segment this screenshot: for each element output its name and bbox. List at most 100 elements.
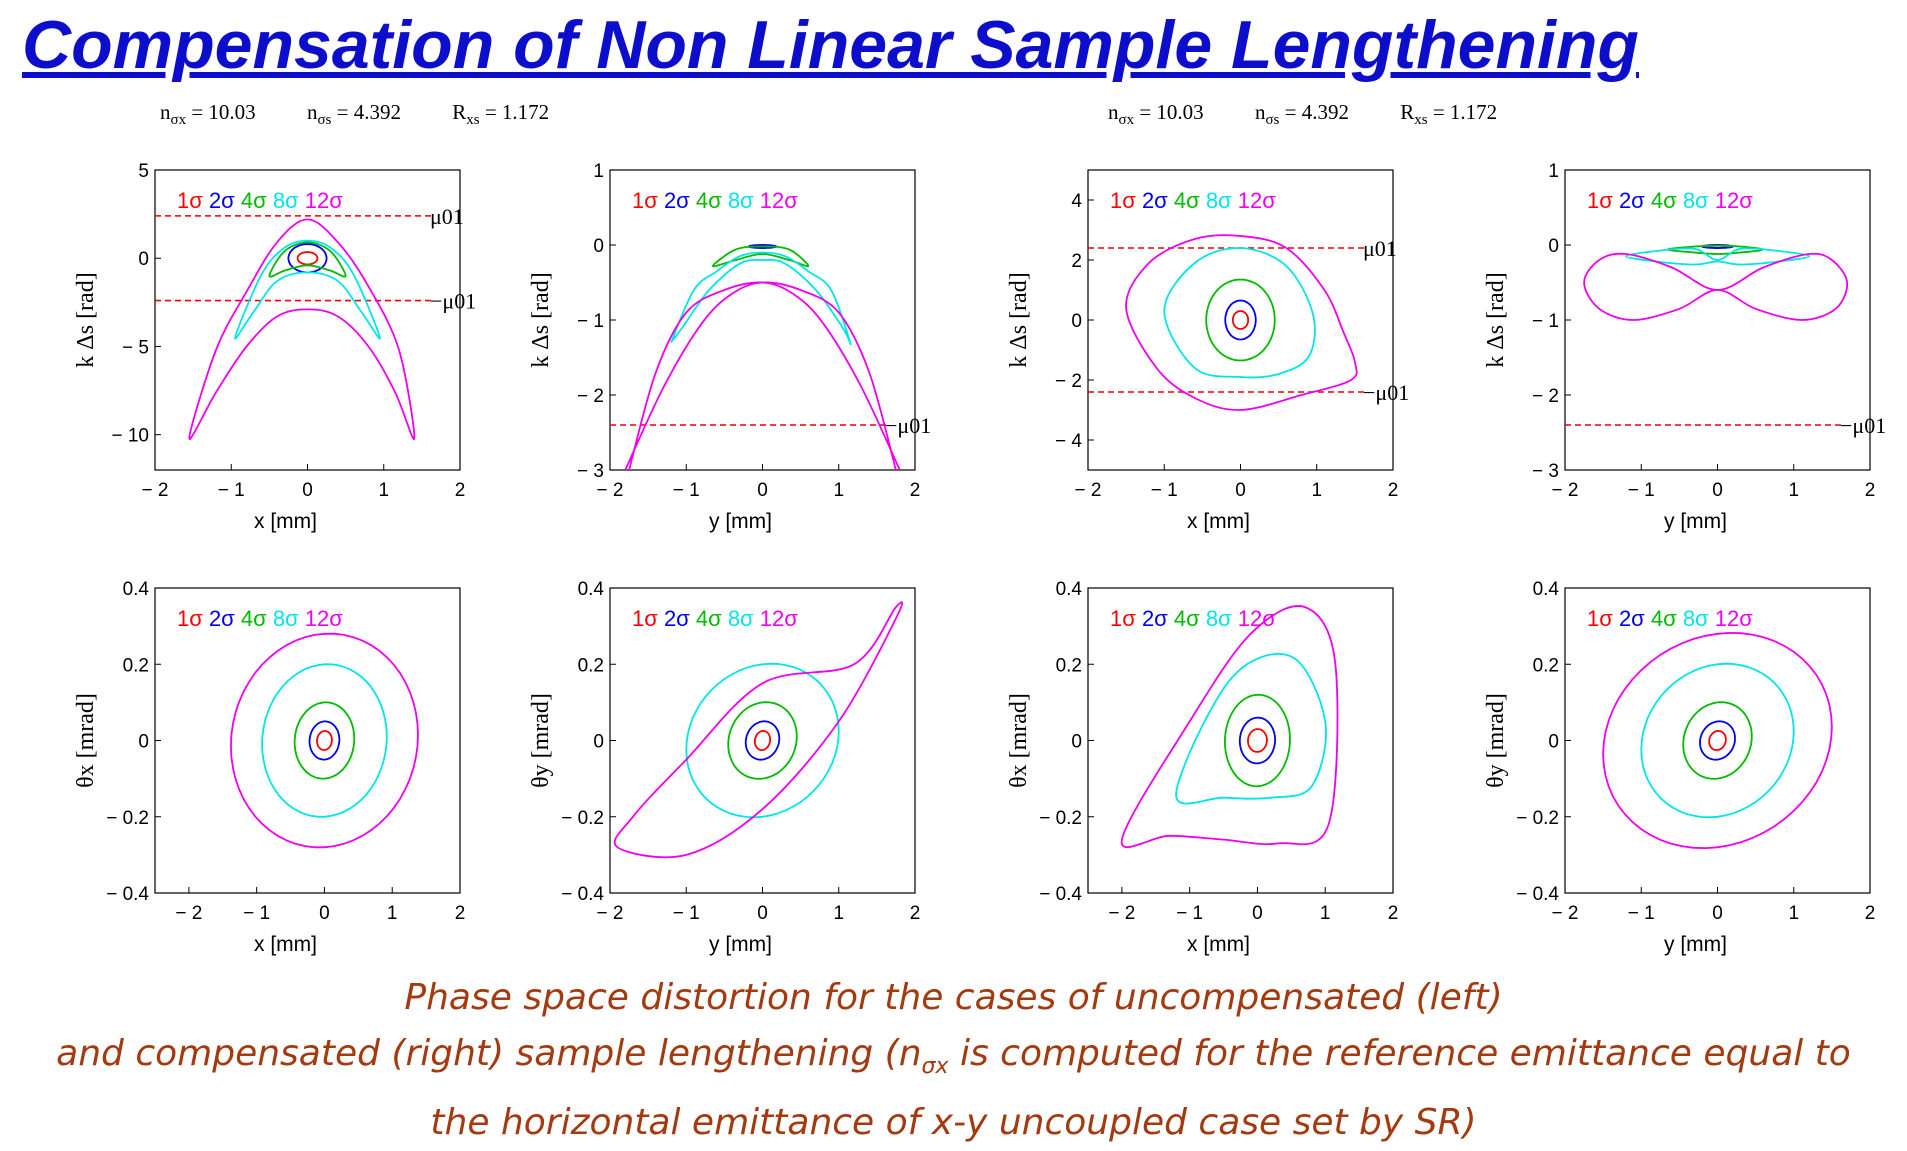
mu-line-label: μ01 <box>430 204 464 229</box>
y-tick-label: − 0.4 <box>561 884 604 905</box>
x-tick-label: − 1 <box>1628 903 1655 924</box>
series-12sigma <box>229 632 419 849</box>
legend-item: 8σ <box>722 606 754 631</box>
x-tick-label: − 2 <box>1552 480 1579 501</box>
legend-item: 4σ <box>1168 188 1200 213</box>
y-tick-label: 4 <box>1071 191 1082 212</box>
series-8sigma <box>1625 247 1810 266</box>
y-tick-label: − 2 <box>1532 386 1559 407</box>
x-tick-label: 0 <box>1235 480 1246 501</box>
series-2sigma <box>1699 720 1736 761</box>
x-tick-label: − 2 <box>1552 903 1579 924</box>
series-1sigma <box>296 251 319 266</box>
chart-6: − 2 − 1 0 1 2 0.4 0.2 0 − 0.2 − 0.4 y [mm] θy [mrad… <box>528 579 920 956</box>
legend-item: 4σ <box>690 606 722 631</box>
legend-item: 1σ <box>177 188 203 213</box>
y-tick-label: 1 <box>1548 161 1559 182</box>
x-tick-label: 2 <box>910 480 921 501</box>
x-axis-label: y [mm] <box>1664 510 1727 533</box>
y-tick-label: 0 <box>593 236 604 257</box>
y-tick-label: − 0.4 <box>106 884 149 905</box>
x-tick-label: 2 <box>1388 480 1399 501</box>
legend-item: 8σ <box>267 606 299 631</box>
x-tick-label: − 1 <box>243 903 270 924</box>
y-tick-label: − 0.4 <box>1516 884 1559 905</box>
legend-item: 1σ <box>632 188 658 213</box>
x-tick-label: 1 <box>1311 480 1322 501</box>
series-8sigma <box>1640 662 1795 819</box>
y-tick-label: − 1 <box>577 311 604 332</box>
y-axis-label: k Δs [rad] <box>1006 272 1032 367</box>
legend-item: 1σ <box>177 606 203 631</box>
legend-item: 8σ <box>1677 606 1709 631</box>
legend-item: 4σ <box>1645 188 1677 213</box>
legend-item: 4σ <box>235 606 267 631</box>
figure-caption: Phase space distortion for the cases of … <box>0 970 1907 1151</box>
y-tick-label: 0.4 <box>1533 579 1560 600</box>
y-tick-label: − 5 <box>122 337 149 358</box>
series-4sigma <box>1223 693 1291 788</box>
legend: 1σ 2σ 4σ 8σ 12σ <box>177 606 343 631</box>
x-tick-label: − 1 <box>1628 480 1655 501</box>
legend-item: 1σ <box>1110 606 1136 631</box>
y-axis-label: θx [mrad] <box>73 693 99 788</box>
legend-item: 2σ <box>658 188 690 213</box>
curves <box>613 601 904 859</box>
caption-line-2: and compensated (right) sample lengtheni… <box>56 1033 1851 1080</box>
series-2sigma <box>287 243 328 274</box>
x-tick-label: 2 <box>455 903 466 924</box>
x-axis-label: y [mm] <box>709 933 772 956</box>
x-tick-label: − 1 <box>1151 480 1178 501</box>
series-4sigma <box>1682 701 1753 780</box>
x-tick-label: 0 <box>302 480 313 501</box>
x-tick-label: 1 <box>1320 903 1331 924</box>
param-n-sigma-x: nσx = 10.03 <box>160 100 256 129</box>
legend-item: 4σ <box>235 188 267 213</box>
legend-item: 12σ <box>1709 606 1754 631</box>
y-tick-label: − 0.2 <box>561 808 604 829</box>
y-tick-label: 1 <box>593 161 604 182</box>
y-tick-label: 0 <box>1071 732 1082 753</box>
legend-item: 8σ <box>722 188 754 213</box>
series-12sigma <box>1120 605 1339 849</box>
param-r-xs: Rxs = 1.172 <box>452 100 550 129</box>
legend-item: 2σ <box>203 606 235 631</box>
x-tick-label: − 2 <box>597 480 624 501</box>
series-4sigma <box>727 701 798 780</box>
x-tick-label: − 2 <box>142 480 169 501</box>
x-tick-label: 1 <box>387 903 398 924</box>
x-tick-label: 2 <box>455 480 466 501</box>
legend-item: 2σ <box>1613 188 1645 213</box>
legend-item: 1σ <box>1587 188 1613 213</box>
series-12sigma <box>1125 234 1358 411</box>
legend-item: 2σ <box>1136 606 1168 631</box>
y-tick-label: 5 <box>138 161 149 182</box>
legend-item: 8σ <box>1200 188 1232 213</box>
series-8sigma <box>261 663 388 818</box>
series-2sigma <box>1224 299 1257 341</box>
series-8sigma <box>1163 247 1316 379</box>
chart-2: − 2− 1 0 1 210− 1− 2− 3y [mm]k Δs [rad]−μ01… <box>528 161 931 533</box>
y-tick-label: 0.4 <box>578 579 605 600</box>
legend: 1σ 2σ 4σ 8σ 12σ <box>177 188 343 213</box>
x-axis-label: x [mm] <box>1187 933 1250 956</box>
y-tick-label: 0 <box>138 732 149 753</box>
y-tick-label: − 0.2 <box>1039 808 1082 829</box>
legend-item: 12σ <box>1232 188 1277 213</box>
curves <box>1583 244 1849 321</box>
x-tick-label: 0 <box>757 903 768 924</box>
x-tick-label: 0 <box>1252 903 1263 924</box>
x-tick-label: 2 <box>1388 903 1399 924</box>
x-tick-label: 1 <box>833 903 844 924</box>
chart-1: − 2− 1 0 1 250− 5− 10x [mm]k Δs [rad]μ01−μ0… <box>73 161 476 533</box>
x-tick-label: − 1 <box>673 903 700 924</box>
y-tick-label: − 0.4 <box>1039 884 1082 905</box>
legend: 1σ 2σ 4σ 8σ 12σ <box>1110 606 1276 631</box>
legend-item: 4σ <box>690 188 722 213</box>
params-left: nσx = 10.03 nσs = 4.392 Rxs = 1.172 <box>160 100 595 134</box>
x-tick-label: 2 <box>1865 480 1876 501</box>
param-n-sigma-s: nσs = 4.392 <box>1254 100 1349 129</box>
caption-line-1: Phase space distortion for the cases of … <box>404 977 1503 1018</box>
legend: 1σ 2σ 4σ 8σ 12σ <box>1587 606 1753 631</box>
y-axis-label: k Δs [rad] <box>528 272 554 367</box>
